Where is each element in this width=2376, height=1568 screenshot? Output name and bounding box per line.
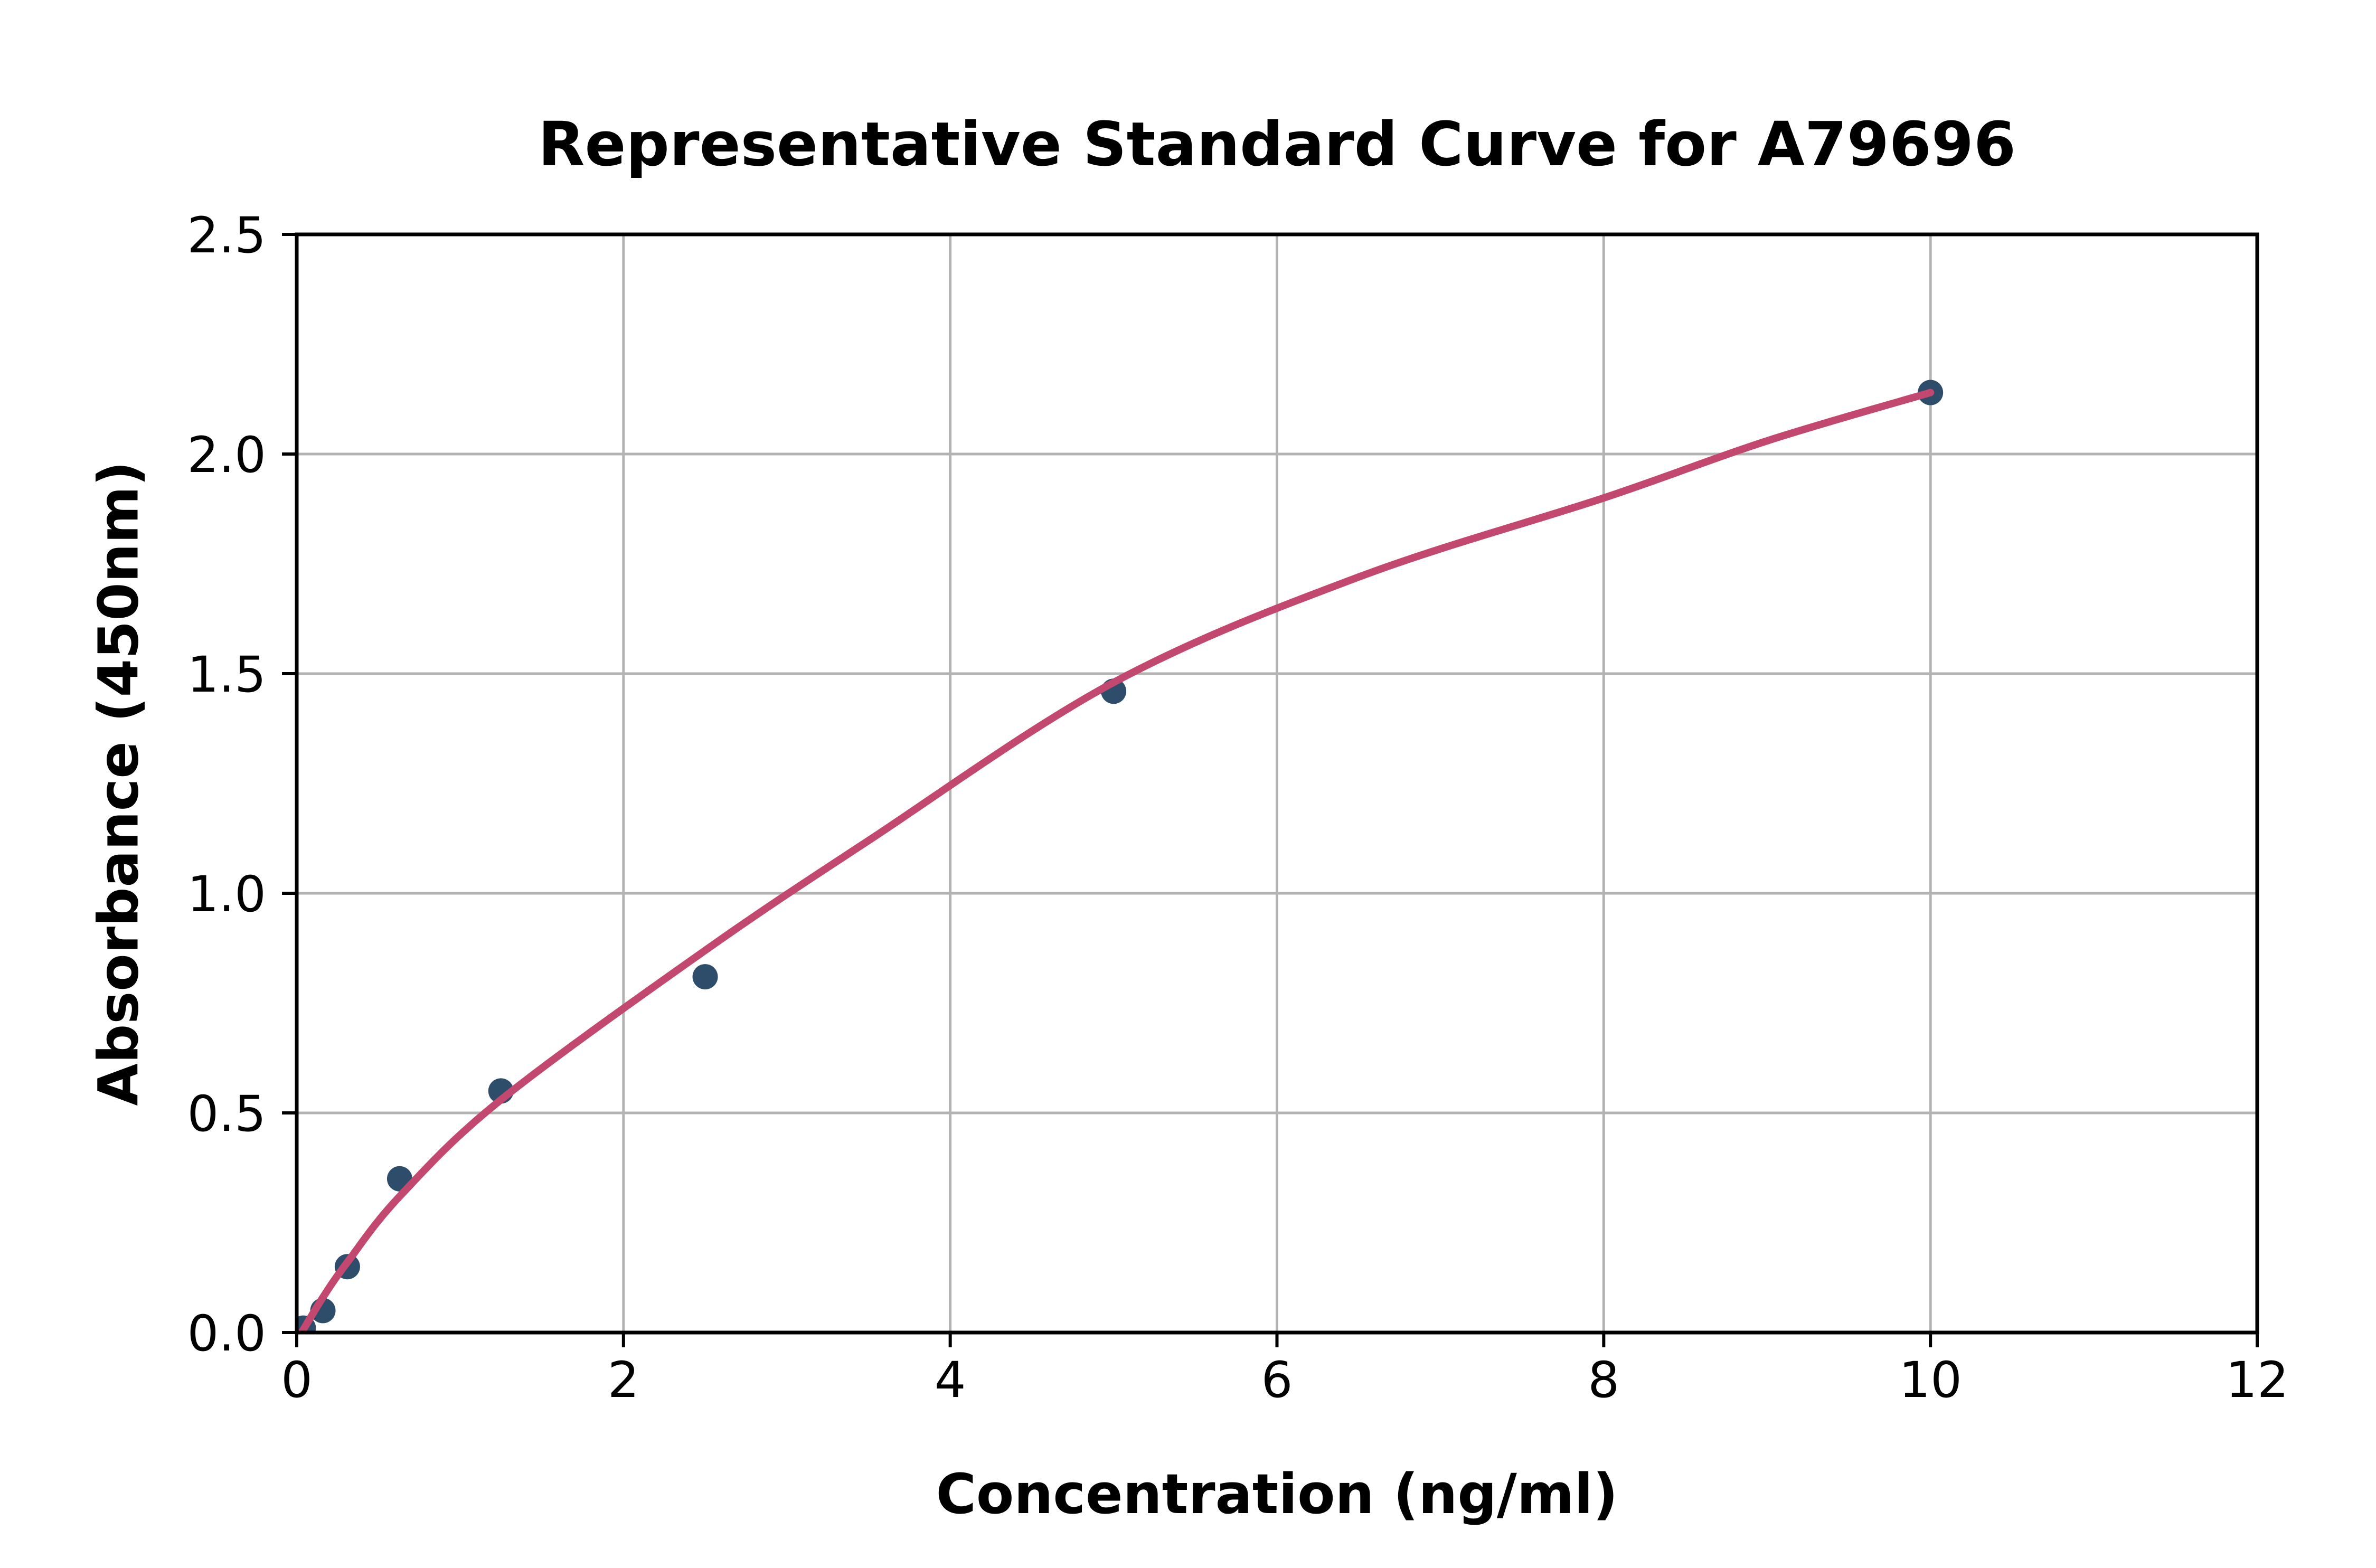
y-tick-label: 0.5	[187, 1085, 267, 1143]
data-point	[692, 964, 718, 990]
x-tick-label: 8	[1588, 1352, 1619, 1409]
fitted-curve	[298, 389, 1935, 1333]
x-tick-label: 4	[935, 1352, 966, 1409]
y-tick-label: 1.0	[187, 866, 267, 923]
y-axis-label: Absorbance (450nm)	[86, 461, 151, 1106]
x-axis-label: Concentration (ng/ml)	[936, 1462, 1618, 1526]
x-tick-label: 2	[608, 1352, 639, 1409]
x-tick-label: 10	[1899, 1352, 1962, 1409]
x-tick-label: 12	[2226, 1352, 2289, 1409]
x-tick-label: 0	[281, 1352, 313, 1409]
y-tick-label: 1.5	[187, 646, 267, 704]
y-tick-label: 0.0	[187, 1305, 267, 1363]
chart-title: Representative Standard Curve for A79696	[538, 109, 2016, 180]
y-tick-label: 2.5	[187, 207, 267, 265]
x-tick-label: 6	[1261, 1352, 1293, 1409]
series-group	[297, 380, 1944, 1333]
y-tick-label: 2.0	[187, 427, 267, 484]
